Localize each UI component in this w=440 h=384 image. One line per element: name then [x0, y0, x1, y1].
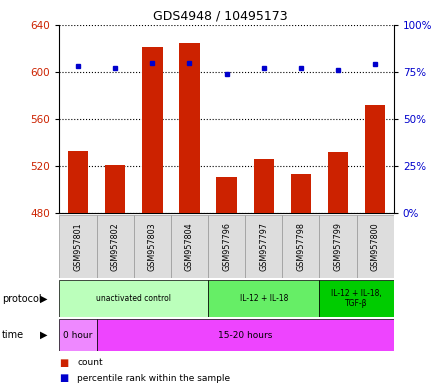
Bar: [134, 215, 171, 278]
Bar: [171, 215, 208, 278]
Bar: [282, 215, 319, 278]
Text: count: count: [77, 358, 103, 367]
Text: GSM957802: GSM957802: [110, 222, 120, 271]
Bar: [365, 105, 385, 213]
Bar: [216, 177, 237, 213]
Bar: [253, 159, 274, 213]
Bar: [59, 319, 96, 351]
Text: ■: ■: [59, 373, 69, 383]
Text: IL-12 + IL-18,
TGF-β: IL-12 + IL-18, TGF-β: [331, 289, 382, 308]
Bar: [59, 215, 96, 278]
Bar: [142, 47, 162, 213]
Bar: [96, 319, 394, 351]
Text: GSM957797: GSM957797: [259, 222, 268, 271]
Text: GSM957799: GSM957799: [334, 222, 343, 271]
Text: GSM957804: GSM957804: [185, 222, 194, 271]
Text: GSM957801: GSM957801: [73, 222, 82, 271]
Text: GSM957796: GSM957796: [222, 222, 231, 271]
Bar: [179, 43, 200, 213]
Text: percentile rank within the sample: percentile rank within the sample: [77, 374, 230, 383]
Bar: [96, 215, 134, 278]
Text: 0 hour: 0 hour: [63, 331, 93, 339]
Bar: [68, 151, 88, 213]
Bar: [208, 280, 319, 317]
Bar: [357, 215, 394, 278]
Bar: [319, 215, 357, 278]
Text: unactivated control: unactivated control: [96, 294, 171, 303]
Text: 15-20 hours: 15-20 hours: [218, 331, 272, 339]
Bar: [208, 215, 245, 278]
Bar: [245, 215, 282, 278]
Text: ▶: ▶: [40, 330, 48, 340]
Text: IL-12 + IL-18: IL-12 + IL-18: [239, 294, 288, 303]
Bar: [59, 280, 208, 317]
Bar: [105, 165, 125, 213]
Text: GSM957798: GSM957798: [297, 222, 305, 271]
Text: protocol: protocol: [2, 293, 42, 304]
Text: GDS4948 / 10495173: GDS4948 / 10495173: [153, 10, 287, 23]
Bar: [328, 152, 348, 213]
Text: time: time: [2, 330, 24, 340]
Text: ▶: ▶: [40, 293, 48, 304]
Text: GSM957800: GSM957800: [371, 222, 380, 271]
Text: GSM957803: GSM957803: [148, 222, 157, 271]
Bar: [319, 280, 394, 317]
Bar: [291, 174, 311, 213]
Text: ■: ■: [59, 358, 69, 368]
